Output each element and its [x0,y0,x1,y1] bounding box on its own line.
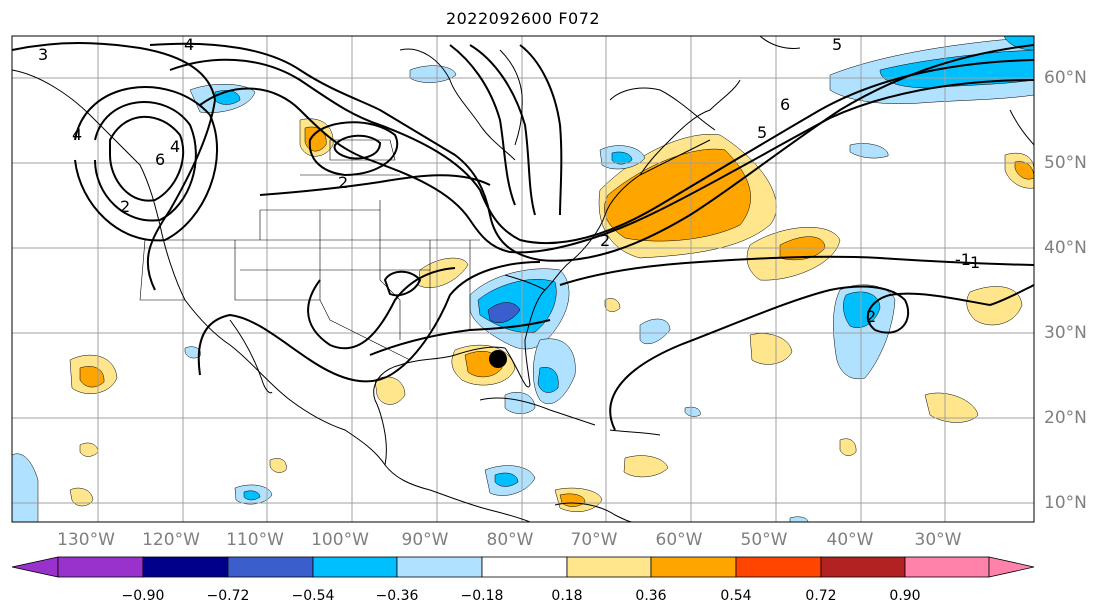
longitude-label: 80°W [486,530,534,550]
storm-position-marker [489,350,507,368]
contour-label: 2 [866,307,876,326]
colorbar-tick-label: −0.54 [291,588,335,604]
colorbar-bin [904,556,990,578]
longitude-label: 70°W [570,530,618,550]
colorbar-tick-label: −0.72 [206,588,250,604]
colorbar-extend-high [988,556,1035,578]
map-title: 2022092600 F072 [445,9,601,28]
contour-label: 2 [338,173,348,192]
contour-label: 3 [38,45,48,64]
latitude-label: 20°N [1044,408,1087,428]
colorbar-bin [566,556,652,578]
contour-label: -1 [955,250,971,269]
longitude-label: 40°W [826,530,874,550]
contour-label: 1 [970,253,980,272]
colorbar-tick-label: −0.90 [121,588,165,604]
colorbar-bin [396,556,483,578]
colorbar-bin [227,556,314,578]
longitude-label: 100°W [311,530,369,550]
colorbar-bin [650,556,737,578]
colorbar-bin [735,556,822,578]
colorbar-extend-low [11,556,59,578]
colorbar-bin [481,556,568,578]
longitude-label: 120°W [142,530,200,550]
colorbar-tick-label: 0.90 [889,588,921,604]
colorbar-tick-label: 0.36 [635,588,667,604]
colorbar [11,556,1035,578]
contour-label: 4 [170,137,180,156]
contour-label: 4 [72,125,82,144]
colorbar-bin [820,556,906,578]
longitude-label: 110°W [226,530,284,550]
colorbar-bin [312,556,398,578]
colorbar-bin [57,556,144,578]
longitude-label: 60°W [655,530,703,550]
contour-lines [12,42,1034,431]
longitude-label: 130°W [57,530,115,550]
contour-label: 2 [120,197,130,216]
colorbar-tick-label: 0.72 [805,588,837,604]
longitude-label: 30°W [914,530,962,550]
coastlines [12,36,1034,522]
colorbar-tick-label: 0.18 [551,588,583,604]
political-borders [139,139,480,361]
latitude-label: 50°N [1044,153,1087,173]
contour-label: 5 [832,35,842,54]
latitude-label: 10°N [1044,493,1087,513]
latitude-label: 40°N [1044,238,1087,258]
anomaly-shading [12,36,1034,522]
colorbar-tick-label: −0.18 [460,588,504,604]
latitude-label: 60°N [1044,68,1087,88]
longitude-label: 90°W [401,530,449,550]
contour-label: 2 [600,231,610,250]
longitude-label: 50°W [740,530,788,550]
colorbar-tick-label: 0.54 [720,588,752,604]
contour-label: 4 [184,35,194,54]
contour-label: 6 [155,150,165,169]
map-frame [11,35,1035,523]
contour-label: 6 [780,95,790,114]
latitude-label: 30°N [1044,323,1087,343]
contour-label: 5 [757,123,767,142]
contour-label-group: 3 4 5 6 2 6 5 2 4 1 2 -1 2 4 [38,35,980,326]
colorbar-tick-label: −0.36 [375,588,419,604]
colorbar-bin [142,556,229,578]
